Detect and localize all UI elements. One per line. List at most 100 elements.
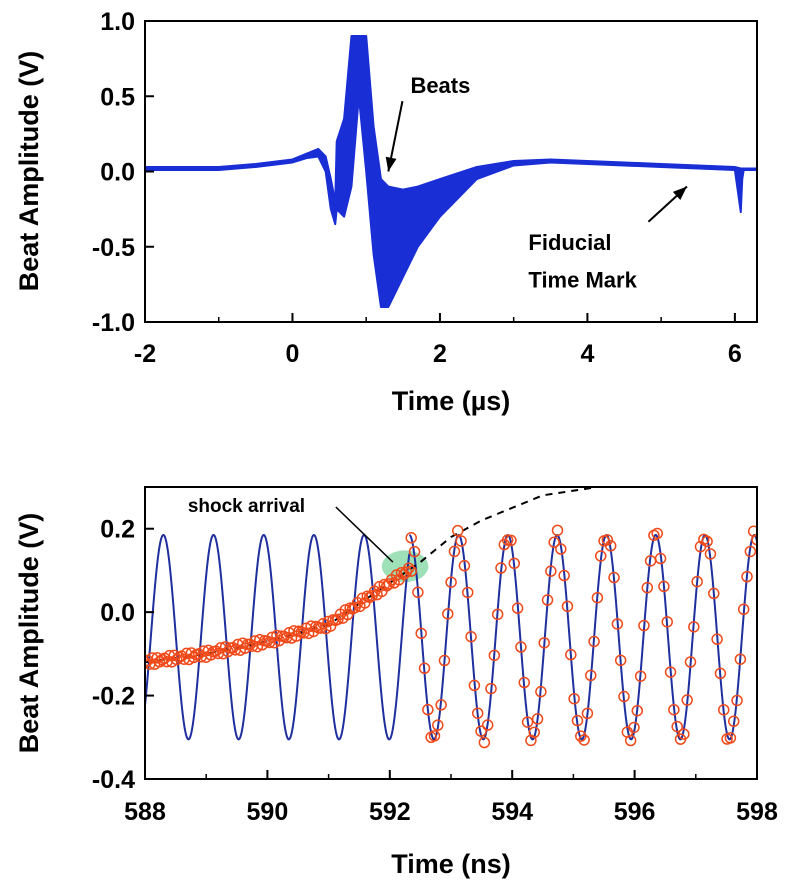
data-point [491, 608, 504, 621]
data-point [551, 524, 564, 537]
top-x-tick-label: 6 [728, 340, 742, 368]
bottom-y-axis-title: Beat Amplitude (V) [14, 513, 44, 754]
data-point [545, 565, 557, 577]
data-point [744, 545, 757, 558]
data-point [681, 694, 693, 706]
data-point [678, 728, 690, 740]
bottom-plot-area [145, 487, 757, 749]
data-point [408, 545, 421, 558]
data-point [658, 580, 670, 593]
data-point [638, 619, 650, 632]
top-annotation-arrowhead [672, 186, 687, 201]
top-x-tick-label: -2 [134, 340, 156, 368]
data-point [708, 587, 720, 600]
data-point [671, 720, 683, 733]
data-point [581, 707, 594, 720]
data-point [565, 648, 577, 661]
top-x-tick-label: 4 [580, 340, 594, 368]
bottom-chart-panel: 588 590 592 594 596 598 0.2 0.0 -0.2 -0.4 Time (n… [14, 486, 778, 879]
data-point [654, 552, 667, 565]
data-point [734, 653, 747, 665]
data-point [568, 692, 580, 705]
data-point [741, 570, 753, 583]
top-x-tick-label: 0 [286, 340, 300, 368]
data-point [442, 608, 454, 620]
top-y-tick-label: 1.0 [100, 8, 135, 36]
data-point [651, 527, 664, 540]
data-point [588, 635, 600, 648]
data-point [624, 734, 637, 747]
data-point [302, 627, 315, 640]
data-point [515, 641, 527, 653]
data-point [412, 586, 424, 599]
data-point [418, 662, 431, 675]
top-y-tick-label: 0.5 [100, 83, 135, 111]
data-point [641, 581, 654, 594]
data-point [548, 536, 560, 548]
data-point [628, 721, 640, 734]
data-point [518, 676, 531, 689]
data-point [601, 534, 614, 546]
top-plot-frame [144, 20, 758, 323]
top-x-tick-label: 2 [433, 340, 447, 368]
data-point [594, 550, 607, 562]
fit-curve-after-shock [408, 533, 757, 741]
data-point [611, 618, 624, 630]
data-point [701, 535, 713, 548]
trend-dashed-line [145, 487, 599, 664]
top-annotation-label: Beats [410, 73, 470, 98]
data-point [415, 627, 427, 640]
bottom-x-tick-label: 594 [491, 798, 533, 826]
data-point [618, 690, 630, 703]
data-point [458, 559, 471, 572]
bottom-x-axis-title: Time (ns) [391, 849, 511, 879]
data-point [575, 730, 587, 742]
data-point [604, 540, 617, 552]
data-point [511, 602, 524, 614]
data-point [718, 704, 730, 716]
data-point [535, 685, 547, 698]
top-y-axis-title: Beat Amplitude (V) [14, 51, 44, 292]
top-chart-panel: -2 0 2 4 6 1.0 0.5 0.0 -0.5 -1.0 Time (µs) Beat A… [14, 8, 758, 416]
data-point [505, 534, 517, 547]
data-point [561, 600, 574, 613]
data-point [445, 576, 457, 588]
bottom-y-tick-label: 0.2 [100, 516, 135, 544]
data-point [495, 562, 507, 574]
data-point [664, 666, 677, 678]
bottom-y-tick-label: -0.2 [92, 683, 135, 711]
data-point [751, 533, 757, 546]
data-point [448, 545, 461, 558]
data-point [541, 594, 554, 606]
bottom-y-tick-label: -0.4 [92, 766, 135, 794]
data-point [608, 571, 620, 584]
bottom-x-tick-label: 592 [369, 798, 411, 826]
data-point [724, 732, 737, 744]
data-point [714, 667, 727, 680]
top-y-tick-label: 0.0 [100, 159, 135, 187]
data-point [528, 726, 540, 739]
data-point [661, 616, 673, 628]
data-point [422, 703, 434, 716]
top-annotations: Beats Fiducial Time Mark [385, 73, 688, 292]
data-point [508, 557, 521, 570]
bottom-annotations: shock arrival [188, 496, 394, 563]
data-point [555, 543, 567, 555]
data-point [452, 524, 464, 537]
data-point [578, 734, 590, 746]
data-point [475, 725, 487, 737]
data-point [468, 679, 481, 692]
data-point [684, 656, 697, 668]
data-point [478, 736, 491, 749]
top-annotation-label: Fiducial [528, 230, 611, 255]
data-point [571, 714, 584, 727]
top-axis-ticks: -2 0 2 4 6 1.0 0.5 0.0 -0.5 -1.0 [92, 8, 742, 368]
data-point [488, 649, 501, 662]
top-x-axis-title: Time (µs) [392, 386, 511, 416]
data-point [591, 591, 604, 604]
data-point [481, 719, 494, 731]
top-y-tick-label: -1.0 [92, 309, 135, 337]
data-point [485, 682, 497, 695]
data-point [727, 715, 740, 728]
